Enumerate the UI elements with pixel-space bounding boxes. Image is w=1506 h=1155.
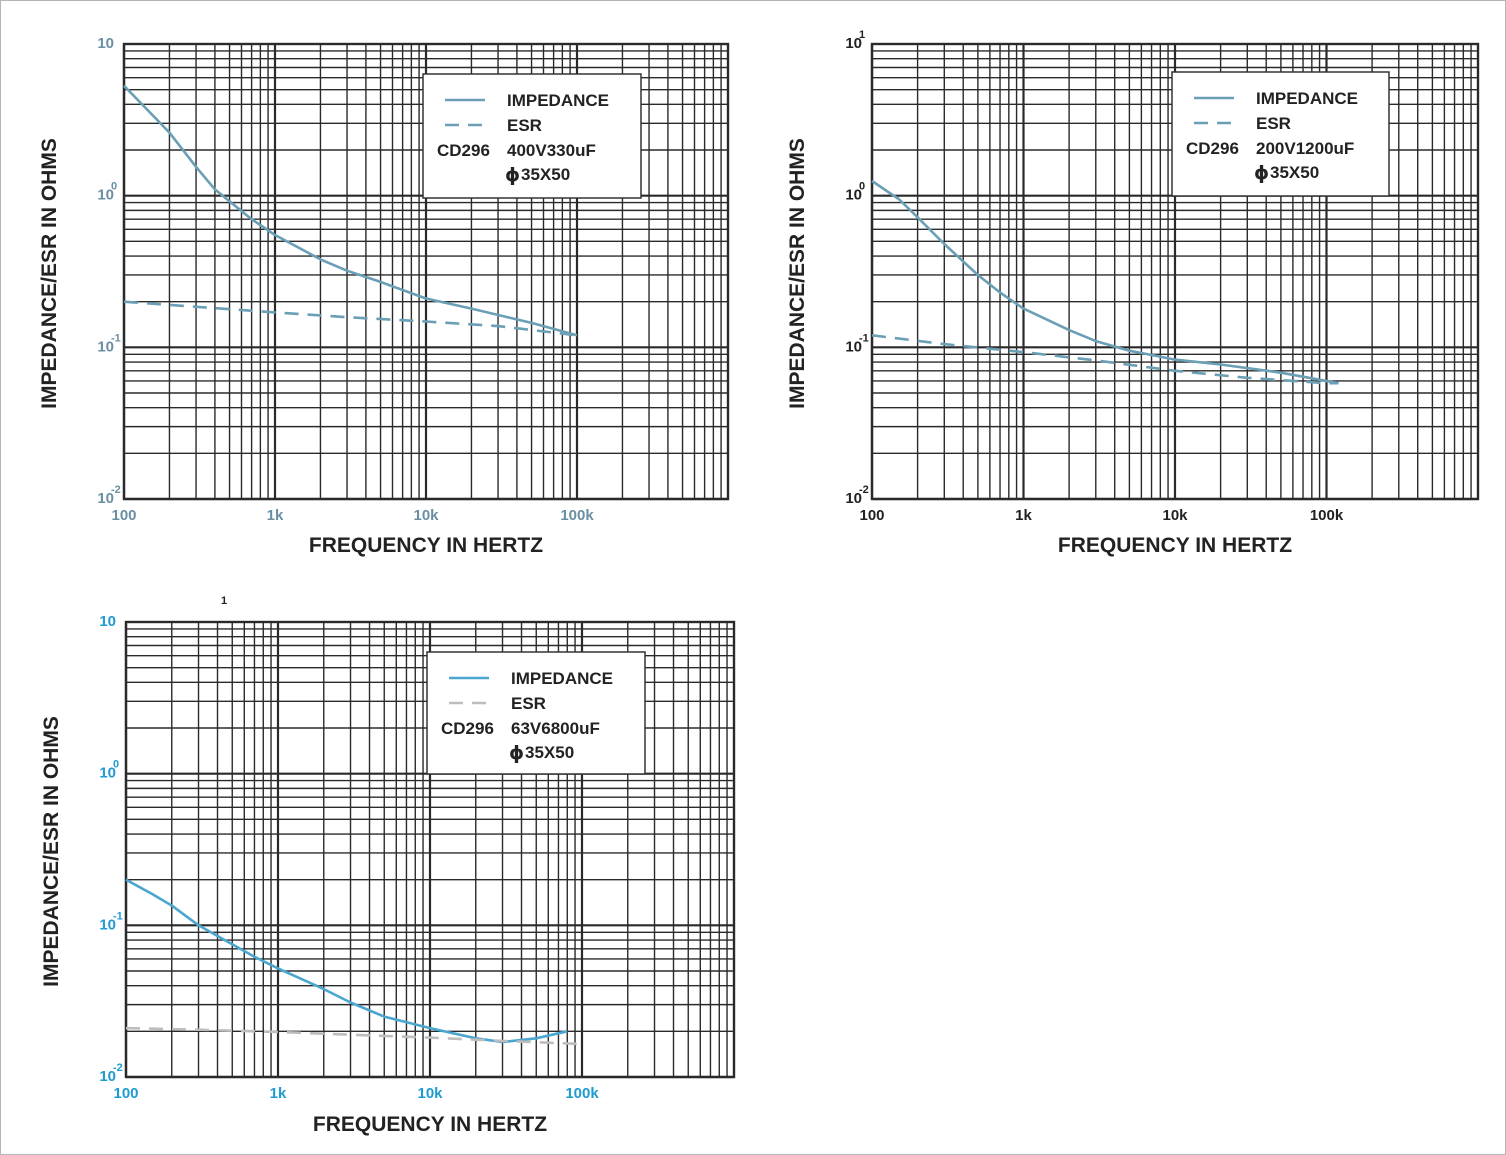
- y-axis-title: IMPEDANCE/ESR IN OHMS: [40, 716, 63, 987]
- series-esr-line: [871, 334, 1339, 385]
- y-tick-label: 10: [845, 35, 862, 52]
- legend-impedance-label: IMPEDANCE: [1256, 89, 1358, 108]
- x-tick-label: 10k: [417, 1085, 443, 1102]
- y-tick-label: 10: [845, 187, 862, 204]
- x-tick-label: 100: [111, 507, 136, 524]
- y-tick-label: 10: [99, 1068, 116, 1085]
- legend-rating: 400V330uF: [507, 141, 596, 160]
- diameter-symbol: ϕ: [505, 164, 520, 186]
- x-tick-label: 100k: [560, 507, 594, 524]
- y-tick-label: 10: [97, 338, 114, 355]
- y-tick-label: 10: [99, 613, 116, 630]
- diameter-symbol: ϕ: [509, 742, 524, 764]
- legend-box: [1171, 71, 1390, 197]
- x-axis-title: FREQUENCY IN HERTZ: [1058, 534, 1292, 557]
- plot-border: [124, 620, 736, 1079]
- legend-esr-label: ESR: [507, 116, 542, 135]
- legend-esr-label: ESR: [1256, 114, 1291, 133]
- y-tick-label: 10: [99, 916, 116, 933]
- plot-border: [870, 42, 1480, 501]
- y-tick-exponent: 0: [111, 181, 117, 193]
- x-axis-title: FREQUENCY IN HERTZ: [313, 1113, 547, 1136]
- x-tick-label: 100: [113, 1085, 138, 1102]
- legend-rating: 63V6800uF: [511, 719, 600, 738]
- top-note: 1: [221, 595, 227, 607]
- y-tick-exponent: -2: [111, 484, 121, 496]
- y-tick-exponent: -1: [859, 332, 869, 344]
- legend-box: [422, 73, 642, 199]
- x-tick-label: 10k: [413, 507, 439, 524]
- x-tick-label: 100k: [565, 1085, 599, 1102]
- legend-esr-label: ESR: [511, 694, 546, 713]
- y-tick-exponent: -2: [113, 1062, 123, 1074]
- y-tick-label: 10: [97, 490, 114, 507]
- diameter-symbol: ϕ: [1254, 162, 1269, 184]
- legend-box: [426, 651, 646, 775]
- legend-model: CD296: [1186, 139, 1239, 158]
- x-tick-label: 100k: [1310, 507, 1344, 524]
- series-impedance-line: [125, 878, 568, 1044]
- legend-model: CD296: [437, 141, 490, 160]
- y-tick-exponent: -1: [113, 910, 123, 922]
- x-tick-label: 1k: [270, 1085, 287, 1102]
- series-esr-line: [123, 300, 578, 337]
- y-tick-exponent: 1: [859, 29, 865, 41]
- legend-size: 35X50: [525, 743, 574, 762]
- y-tick-label: 10: [97, 35, 114, 52]
- legend: IMPEDANCE ESR CD296 63V6800uF ϕ 35X50: [426, 651, 646, 775]
- legend-size: 35X50: [521, 165, 570, 184]
- y-tick-exponent: 0: [113, 759, 119, 771]
- legend-size: 35X50: [1270, 163, 1319, 182]
- legend-rating: 200V1200uF: [1256, 139, 1354, 158]
- x-axis-title: FREQUENCY IN HERTZ: [309, 534, 543, 557]
- y-tick-label: 10: [99, 765, 116, 782]
- legend: IMPEDANCE ESR CD296 200V1200uF ϕ 35X50: [1171, 71, 1390, 197]
- y-tick-exponent: -1: [111, 332, 121, 344]
- y-tick-label: 10: [845, 338, 862, 355]
- legend: IMPEDANCE ESR CD296 400V330uF ϕ 35X50: [422, 73, 642, 199]
- y-tick-exponent: 0: [859, 181, 865, 193]
- y-axis-title: IMPEDANCE/ESR IN OHMS: [38, 138, 61, 409]
- x-tick-label: 1k: [267, 507, 284, 524]
- y-tick-exponent: -2: [859, 484, 869, 496]
- plot-border: [122, 42, 730, 501]
- y-tick-label: 10: [845, 490, 862, 507]
- x-tick-label: 10k: [1162, 507, 1188, 524]
- x-tick-label: 1k: [1015, 507, 1032, 524]
- x-tick-label: 100: [859, 507, 884, 524]
- legend-impedance-label: IMPEDANCE: [507, 91, 609, 110]
- series-impedance-line: [123, 84, 578, 337]
- y-axis-title: IMPEDANCE/ESR IN OHMS: [786, 138, 809, 409]
- y-tick-label: 10: [97, 187, 114, 204]
- series-esr-line: [125, 1026, 583, 1046]
- legend-model: CD296: [441, 719, 494, 738]
- legend-impedance-label: IMPEDANCE: [511, 669, 613, 688]
- series-impedance-line: [871, 179, 1339, 385]
